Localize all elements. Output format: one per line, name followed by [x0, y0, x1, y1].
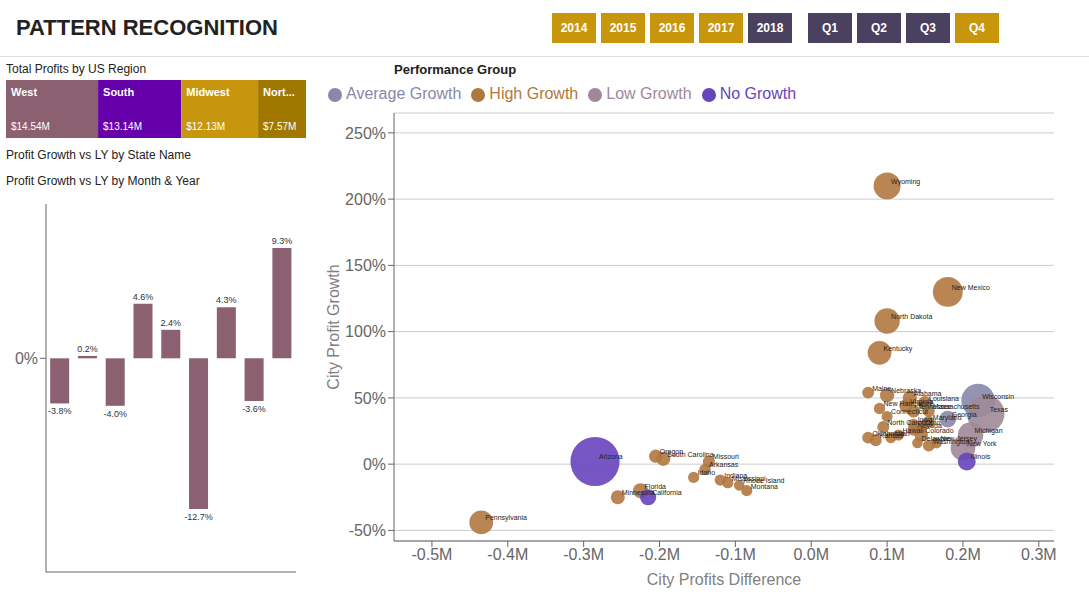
svg-text:9.3%: 9.3%: [272, 236, 293, 246]
svg-text:Arizona: Arizona: [599, 453, 623, 460]
svg-text:Michigan: Michigan: [975, 427, 1003, 435]
svg-text:Pennsylvania: Pennsylvania: [485, 514, 527, 522]
svg-text:New York: New York: [967, 440, 997, 447]
svg-text:California: California: [652, 489, 682, 496]
svg-text:Louisiana: Louisiana: [929, 395, 959, 402]
svg-text:0.1M: 0.1M: [869, 546, 905, 563]
svg-text:City Profits Difference: City Profits Difference: [647, 571, 802, 588]
svg-text:$13.14M: $13.14M: [103, 121, 142, 132]
svg-text:Colorado: Colorado: [925, 427, 954, 434]
svg-text:$12.13M: $12.13M: [186, 121, 225, 132]
svg-text:4.3%: 4.3%: [216, 295, 237, 305]
svg-text:-0.4M: -0.4M: [487, 546, 528, 563]
svg-text:Midwest: Midwest: [186, 86, 230, 98]
svg-text:$14.54M: $14.54M: [11, 121, 50, 132]
svg-text:-0.5M: -0.5M: [411, 546, 452, 563]
svg-text:North Dakota: North Dakota: [891, 313, 932, 320]
svg-text:Nort...: Nort...: [263, 86, 295, 98]
svg-text:Arkansas: Arkansas: [709, 461, 739, 468]
svg-text:Maryland: Maryland: [933, 414, 962, 422]
svg-text:0.3M: 0.3M: [1021, 546, 1057, 563]
svg-text:Kentucky: Kentucky: [884, 345, 913, 353]
svg-text:-3.8%: -3.8%: [48, 406, 72, 416]
svg-text:Minnesota: Minnesota: [622, 489, 654, 496]
svg-text:0%: 0%: [363, 456, 386, 473]
svg-text:200%: 200%: [345, 191, 386, 208]
svg-text:-12.7%: -12.7%: [184, 512, 213, 522]
svg-text:-0.2M: -0.2M: [639, 546, 680, 563]
svg-text:Utah: Utah: [895, 430, 910, 437]
svg-text:Montana: Montana: [751, 483, 778, 490]
svg-text:-50%: -50%: [349, 522, 386, 539]
svg-text:-4.0%: -4.0%: [103, 409, 127, 419]
svg-text:150%: 150%: [345, 257, 386, 274]
svg-text:-0.3M: -0.3M: [563, 546, 604, 563]
svg-text:-3.6%: -3.6%: [242, 404, 266, 414]
svg-text:South: South: [103, 86, 134, 98]
svg-text:Oregon: Oregon: [660, 448, 683, 456]
svg-text:Missouri: Missouri: [713, 453, 740, 460]
svg-text:Wyoming: Wyoming: [891, 178, 920, 186]
svg-text:100%: 100%: [345, 323, 386, 340]
svg-text:2.4%: 2.4%: [161, 318, 182, 328]
svg-text:West: West: [11, 86, 37, 98]
svg-text:Texas: Texas: [990, 406, 1009, 413]
svg-text:4.6%: 4.6%: [133, 292, 154, 302]
svg-text:0.0M: 0.0M: [793, 546, 829, 563]
svg-text:-0.1M: -0.1M: [715, 546, 756, 563]
svg-text:Maine: Maine: [872, 385, 891, 392]
svg-text:New Mexico: New Mexico: [952, 284, 990, 291]
svg-text:North Carolina: North Carolina: [887, 419, 932, 426]
svg-text:0.2M: 0.2M: [945, 546, 981, 563]
svg-text:0%: 0%: [15, 350, 38, 367]
svg-text:Idaho: Idaho: [698, 469, 716, 476]
svg-text:Tennessee: Tennessee: [918, 403, 952, 410]
svg-text:City Profit Growth: City Profit Growth: [325, 264, 342, 389]
svg-text:0.2%: 0.2%: [77, 344, 98, 354]
svg-text:Nebraska: Nebraska: [891, 387, 921, 394]
svg-text:Wisconsin: Wisconsin: [982, 393, 1014, 400]
svg-text:50%: 50%: [354, 390, 386, 407]
svg-text:Illinois: Illinois: [971, 453, 991, 460]
svg-text:250%: 250%: [345, 125, 386, 142]
svg-text:Delaware: Delaware: [921, 435, 951, 442]
svg-text:$7.57M: $7.57M: [263, 121, 296, 132]
